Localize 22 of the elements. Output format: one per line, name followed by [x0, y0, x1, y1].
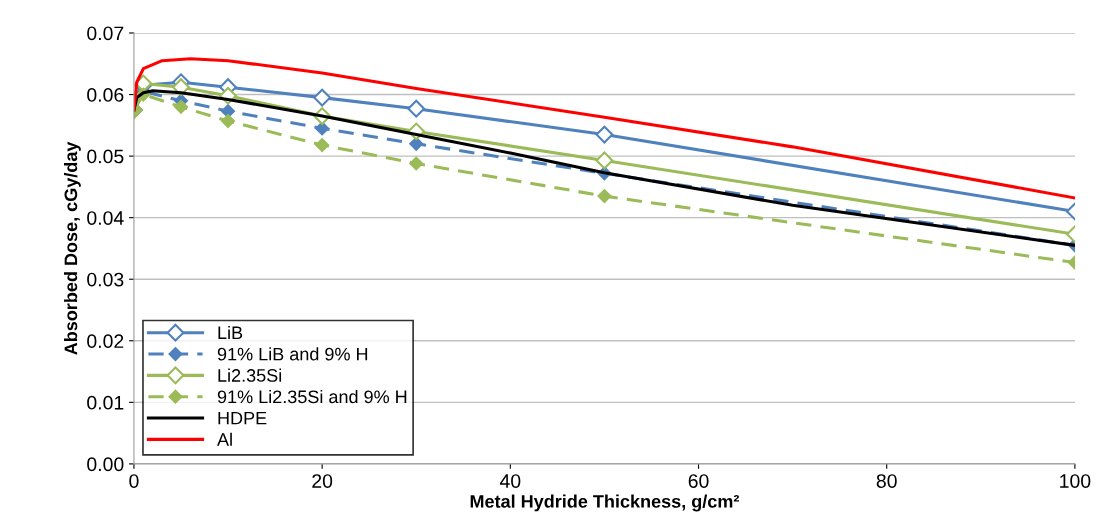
y-tick-label: 0.03: [87, 272, 124, 287]
legend-label: LiB: [218, 325, 243, 339]
x-tick-label: 60: [688, 474, 709, 488]
x-tick-label: 0: [129, 474, 139, 488]
x-tick-label: 20: [312, 474, 333, 488]
y-tick-label: 0.01: [87, 395, 124, 410]
y-tick-label: 0.06: [87, 88, 124, 102]
y-axis-title: Absorbed Dose, cGy/day: [64, 141, 81, 355]
x-tick-label: 100: [1060, 474, 1091, 488]
x-tick-label: 40: [499, 474, 521, 488]
legend-label: 91% LiB and 9% H: [217, 347, 368, 361]
y-tick-label: 0.00: [87, 457, 124, 472]
y-tick-label: 0.07: [87, 26, 124, 41]
x-tick-label: 80: [876, 474, 897, 488]
legend-label: Li2.35Si: [218, 368, 282, 382]
y-tick-label: 0.02: [87, 334, 124, 349]
legend-label: HDPE: [218, 411, 267, 425]
x-axis-title: Metal Hydride Thickness, g/cm²: [470, 494, 740, 512]
y-tick-label: 0.04: [87, 211, 124, 225]
legend-label: 91% Li2.35Si and 9% H: [217, 389, 407, 404]
legend-label: Al: [217, 432, 232, 446]
y-tick-label: 0.05: [87, 149, 124, 164]
